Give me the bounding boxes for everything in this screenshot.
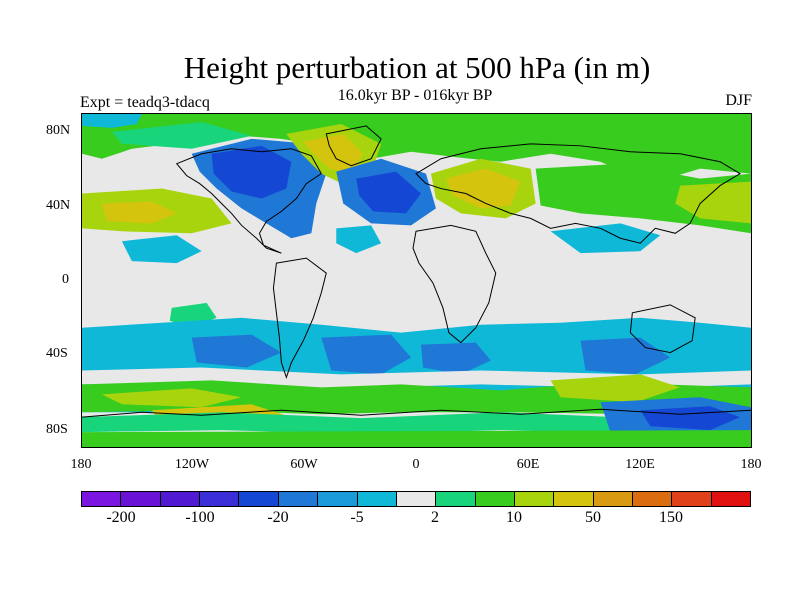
australia-coast bbox=[629, 304, 696, 354]
chart-title: Height perturbation at 500 hPa (in m) bbox=[183, 50, 651, 85]
colorbar-bin bbox=[436, 492, 476, 506]
southern-blue-patch-3 bbox=[420, 342, 491, 375]
lat-tick-0: 0 bbox=[62, 272, 69, 287]
pacific-subtropical-core bbox=[101, 201, 177, 224]
colorbar-label: -20 bbox=[267, 509, 289, 526]
lon-tick-60w: 60W bbox=[290, 457, 318, 472]
north-america-coast bbox=[175, 148, 322, 254]
colorbar-bin bbox=[357, 492, 397, 506]
colorbar-bin bbox=[239, 492, 279, 506]
colorbar-bin bbox=[82, 492, 122, 506]
arctic-aqua-patch bbox=[111, 121, 252, 149]
colorbar bbox=[81, 491, 751, 507]
colorbar-bin bbox=[121, 492, 161, 506]
antarctica-coast bbox=[82, 408, 751, 418]
colorbar-bin bbox=[160, 492, 201, 506]
tropical-blue-patch-2 bbox=[336, 225, 382, 254]
arctic-green-band bbox=[82, 114, 751, 184]
colorbar-bin bbox=[396, 492, 437, 506]
colorbar-label: 150 bbox=[659, 509, 683, 526]
lon-tick-180e: 180 bbox=[740, 457, 762, 472]
colorbar-label: -200 bbox=[106, 509, 136, 526]
south-america-coast bbox=[272, 257, 327, 379]
colorbar-label: 50 bbox=[585, 509, 601, 526]
greenland-coast bbox=[325, 125, 382, 167]
lon-tick-60e: 60E bbox=[516, 457, 540, 472]
southern-yellow-green-band bbox=[101, 388, 242, 408]
colorbar-bin bbox=[633, 492, 673, 506]
tropical-blue-patch-1 bbox=[121, 235, 202, 264]
lat-tick-40s: 40S bbox=[46, 346, 68, 361]
north-america-low-inner bbox=[211, 145, 292, 199]
asia-pacific-yellow-band bbox=[675, 181, 751, 224]
eurasia-high-inner bbox=[445, 168, 521, 209]
lon-tick-0: 0 bbox=[412, 457, 420, 472]
lon-tick-120w: 120W bbox=[174, 457, 210, 472]
eurasia-coast bbox=[415, 143, 742, 244]
coastlines bbox=[82, 125, 751, 418]
africa-coast bbox=[412, 224, 497, 344]
colorbar-bin bbox=[672, 492, 712, 506]
north-atlantic-low-inner bbox=[356, 171, 421, 214]
colorbar-bin bbox=[554, 492, 594, 506]
colorbar-label: 2 bbox=[431, 509, 439, 526]
lat-tick-80s: 80S bbox=[46, 422, 68, 437]
colorbar-bin bbox=[475, 492, 515, 506]
colorbar-label: 10 bbox=[506, 509, 522, 526]
colorbar-bin bbox=[593, 492, 634, 506]
lat-tick-40n: 40N bbox=[46, 198, 71, 213]
arctic-blue-patch bbox=[82, 114, 142, 128]
southern-blue-patch-4 bbox=[580, 337, 671, 375]
lat-tick-80n: 80N bbox=[46, 123, 71, 138]
colorbar-bin bbox=[318, 492, 358, 506]
southern-blue-patch-1 bbox=[191, 334, 282, 368]
height-perturbation-map bbox=[81, 113, 752, 448]
antarctic-green-strip bbox=[82, 412, 751, 435]
southern-yellow-green-band-2 bbox=[550, 374, 681, 403]
tropical-blue-patch-3 bbox=[550, 223, 661, 254]
colorbar-label: -5 bbox=[350, 509, 364, 526]
chart-subtitle: 16.0kyr BP - 016kyr BP bbox=[337, 87, 493, 104]
lon-tick-120e: 120E bbox=[625, 457, 655, 472]
southern-blue-patch-2 bbox=[321, 334, 412, 375]
lon-tick-180w: 180 bbox=[70, 457, 92, 472]
polar-green-strip bbox=[82, 430, 751, 447]
colorbar-bin bbox=[278, 492, 319, 506]
colorbar-bin bbox=[711, 492, 751, 506]
experiment-label: Expt = teadq3-tdacq bbox=[80, 94, 210, 111]
colorbar-label: -100 bbox=[185, 509, 215, 526]
colorbar-bin bbox=[200, 492, 240, 506]
season-label: DJF bbox=[725, 92, 752, 109]
colorbar-bin bbox=[514, 492, 555, 506]
